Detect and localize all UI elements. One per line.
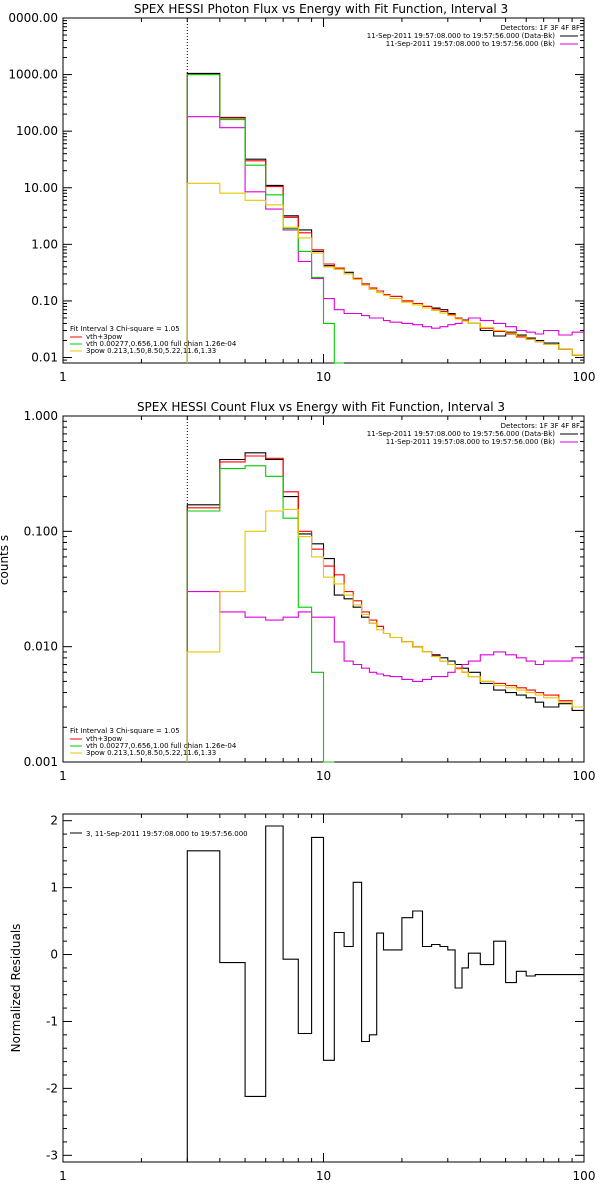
x-tick-label: 10: [316, 1169, 331, 1183]
photon-data-interval-label: 11-Sep-2011 19:57:08.000 to 19:57:56.000…: [367, 32, 556, 40]
series-line-1: [186, 116, 584, 363]
series-line-3: [186, 465, 335, 763]
y-tick-label: 0.10: [31, 294, 58, 308]
residuals-y-axis-label: Normalized Residuals: [9, 924, 23, 1053]
series-line-0: [186, 452, 584, 762]
y-tick-label: 0.001: [24, 755, 58, 769]
residuals-chart: 1 10 100 -3 -2 -1 0 1 2 Normalized Residuals 3, …: [9, 813, 595, 1183]
count-fit-header: Fit Interval 3 Chi-square = 1.05: [70, 727, 180, 735]
x-tick-label: 1: [59, 769, 67, 783]
series-line-2: [186, 74, 584, 363]
photon-fit-header: Fit Interval 3 Chi-square = 1.05: [70, 325, 180, 333]
photon-flux-chart: SPEX HESSI Photon Flux vs Energy with Fi…: [8, 2, 595, 384]
count-fit-vth-label: vth 0.00277,0.656,1.00 full chian 1.26e-…: [86, 742, 237, 750]
photon-axis-ticks: 1 10 100 0.01 0.10 1.00 10.00 100.00 1000.00 0000…: [8, 11, 595, 384]
series-line-0: [186, 72, 584, 363]
x-tick-label: 100: [573, 769, 596, 783]
count-data-interval-label: 11-Sep-2011 19:57:08.000 to 19:57:56.000…: [367, 430, 556, 438]
series-line-2: [186, 455, 584, 762]
photon-detectors-label: Detectors: 1F 3F 4F 8F: [501, 24, 580, 32]
photon-fit-3pow-label: 3pow 0.213,1.50,8.50,5.22,11.6,1.33: [86, 347, 216, 355]
photon-chart-title: SPEX HESSI Photon Flux vs Energy with Fi…: [134, 2, 508, 16]
y-tick-label: 1.000: [24, 409, 58, 423]
y-tick-label: 1000.00: [8, 68, 58, 82]
y-tick-label: 0.010: [24, 640, 58, 654]
y-tick-label: -1: [46, 1014, 58, 1028]
count-flux-chart: SPEX HESSI Count Flux vs Energy with Fit…: [0, 400, 595, 783]
y-tick-label: 10.00: [24, 181, 58, 195]
y-tick-label: 0: [50, 948, 58, 962]
y-tick-label: 0000.00: [8, 11, 58, 25]
y-tick-label: -3: [46, 1148, 58, 1162]
count-y-axis-label: counts s: [0, 535, 11, 585]
photon-fit-total-label: vth+3pow: [86, 333, 122, 341]
y-tick-label: 2: [50, 814, 58, 828]
photon-fit-vth-label: vth 0.00277,0.656,1.00 full chian 1.26e-…: [86, 340, 237, 348]
x-tick-label: 10: [316, 370, 331, 384]
count-fit-3pow-label: 3pow 0.213,1.50,8.50,5.22,11.6,1.33: [86, 749, 216, 757]
residuals-series-group: [186, 825, 584, 1162]
count-axis-ticks: 1 10 100 0.001 0.010 0.100 1.000: [24, 409, 596, 783]
series-line-1: [186, 591, 584, 762]
count-fit-total-label: vth+3pow: [86, 735, 122, 743]
series-line-4: [186, 508, 584, 762]
count-bk-interval-label: 11-Sep-2011 19:57:08.000 to 19:57:56.000…: [386, 438, 556, 446]
y-tick-label: 1.00: [31, 237, 58, 251]
count-chart-title: SPEX HESSI Count Flux vs Energy with Fit…: [137, 400, 505, 414]
series-line-0: [186, 825, 584, 1162]
y-tick-label: 0.100: [24, 524, 58, 538]
series-line-3: [186, 74, 345, 364]
y-tick-label: -2: [46, 1081, 58, 1095]
y-tick-label: 1: [50, 881, 58, 895]
residuals-legend-label: 3, 11-Sep-2011 19:57:08.000 to 19:57:56.…: [86, 830, 248, 838]
y-tick-label: 100.00: [16, 124, 58, 138]
x-tick-label: 1: [59, 1169, 67, 1183]
x-tick-label: 100: [573, 1169, 596, 1183]
y-tick-label: 0.01: [31, 351, 58, 365]
count-series-group: [186, 416, 584, 763]
x-tick-label: 100: [573, 370, 596, 384]
residuals-axis-ticks: 1 10 100 -3 -2 -1 0 1 2: [46, 814, 595, 1183]
photon-series-group: [186, 18, 584, 364]
count-detectors-label: Detectors: 1F 3F 4F 8F: [501, 422, 580, 430]
series-line-4: [186, 182, 584, 363]
x-tick-label: 1: [59, 370, 67, 384]
photon-bk-interval-label: 11-Sep-2011 19:57:08.000 to 19:57:56.000…: [386, 40, 556, 48]
x-tick-label: 10: [316, 769, 331, 783]
